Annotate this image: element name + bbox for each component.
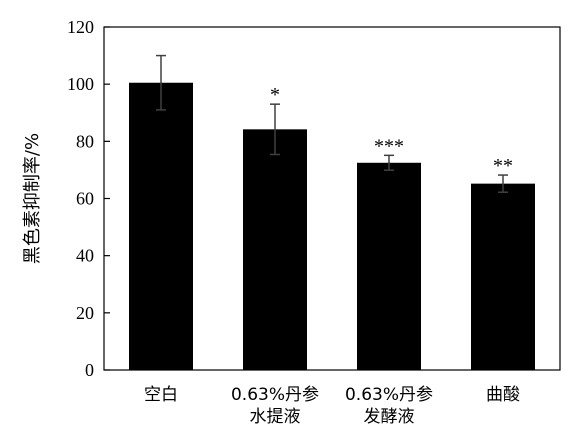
- y-axis: 0 20 40 60 80 100 120: [67, 17, 110, 380]
- y-tick-label: 20: [76, 303, 94, 323]
- x-tick-label: 曲酸: [486, 385, 520, 405]
- y-tick-label: 120: [67, 17, 94, 37]
- y-axis-label: 黑色素抑制率/%: [22, 133, 43, 264]
- y-tick-label: 60: [76, 189, 94, 209]
- x-tick-label: 0.63%丹参: [231, 385, 319, 405]
- x-tick-label: 0.63%丹参: [345, 385, 433, 405]
- bar: [243, 129, 307, 370]
- y-tick-label: 40: [76, 246, 94, 266]
- significance-label: ***: [374, 135, 404, 157]
- bar: [357, 162, 421, 370]
- bars-group: [129, 82, 535, 371]
- error-bars-group: [156, 54, 508, 193]
- bar: [129, 82, 193, 371]
- bar: [471, 183, 535, 370]
- y-tick-label: 80: [76, 131, 94, 151]
- x-tick-label: 水提液: [250, 407, 301, 427]
- x-tick-label: 发酵液: [364, 407, 415, 427]
- significance-group: ******: [270, 84, 513, 177]
- significance-label: *: [270, 84, 280, 106]
- y-tick-label: 100: [67, 74, 94, 94]
- significance-label: **: [493, 155, 513, 177]
- x-tick-label: 空白: [144, 385, 178, 405]
- y-tick-label: 0: [85, 360, 94, 380]
